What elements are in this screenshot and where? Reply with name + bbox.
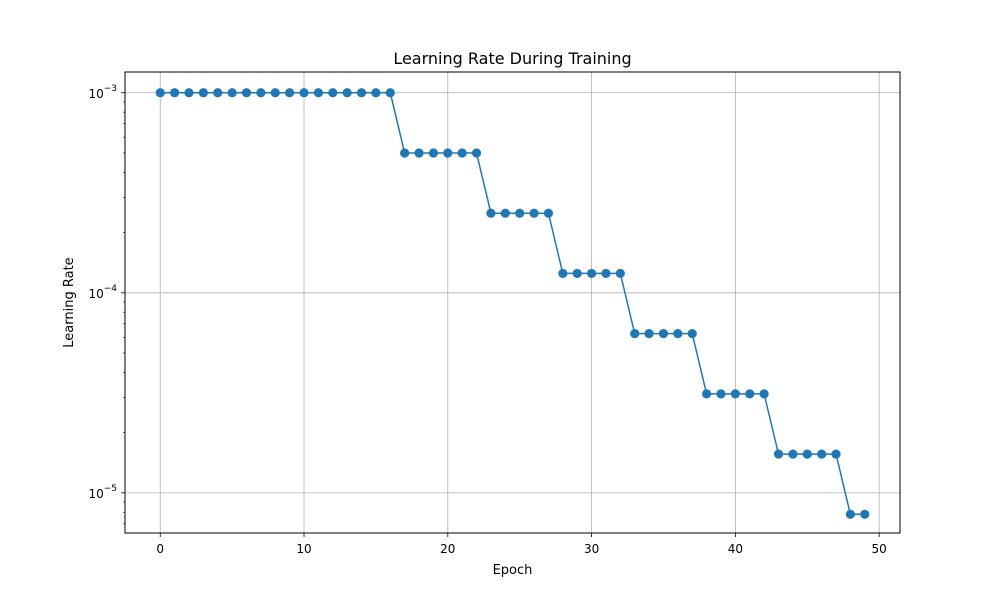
- data-point: [730, 389, 740, 399]
- data-point: [601, 268, 611, 279]
- data-point: [543, 208, 554, 218]
- plot-frame: [124, 71, 901, 534]
- data-point: [356, 88, 367, 98]
- y-axis-label: Learning Rate: [62, 257, 77, 347]
- x-tick-label: 0: [156, 542, 164, 556]
- y-tick-label: 10−4: [88, 284, 117, 301]
- data-point: [170, 88, 180, 98]
- data-point: [759, 389, 769, 399]
- y-tick-exponent: −3: [104, 84, 117, 94]
- data-point: [486, 208, 496, 218]
- data-point: [213, 88, 223, 98]
- data-point: [443, 148, 453, 158]
- data-point: [572, 268, 582, 279]
- data-point: [558, 268, 568, 279]
- data-point: [328, 88, 338, 98]
- data-point: [773, 449, 784, 459]
- data-point: [515, 208, 525, 218]
- data-point: [615, 268, 625, 279]
- series-layer: [155, 88, 870, 519]
- data-point: [658, 329, 669, 339]
- data-point: [241, 88, 252, 98]
- y-tick-label: 10−3: [88, 84, 117, 101]
- data-point: [644, 329, 654, 339]
- data-point: [227, 88, 237, 98]
- data-point: [342, 88, 352, 98]
- x-tick-label: 30: [584, 542, 599, 556]
- data-point: [457, 148, 467, 158]
- y-tick-base: 10: [88, 87, 103, 101]
- data-point: [673, 329, 683, 339]
- data-point: [788, 449, 798, 459]
- x-axis-label: Epoch: [493, 563, 533, 578]
- data-point: [500, 208, 510, 218]
- data-point: [860, 509, 870, 519]
- data-point: [299, 88, 309, 98]
- data-point: [285, 88, 295, 98]
- data-point: [529, 208, 539, 218]
- data-point: [155, 88, 165, 98]
- data-point: [400, 148, 410, 158]
- data-point: [817, 449, 827, 459]
- data-point: [184, 88, 194, 98]
- y-tick-exponent: −5: [104, 484, 117, 494]
- data-point: [716, 389, 726, 399]
- data-point: [256, 88, 266, 98]
- plot-area: [125, 72, 900, 533]
- chart-title: Learning Rate During Training: [393, 49, 631, 68]
- data-point: [471, 148, 482, 158]
- data-point: [687, 329, 697, 339]
- x-tick-label: 20: [440, 542, 455, 556]
- data-point: [198, 88, 208, 98]
- data-point: [831, 449, 841, 459]
- data-point: [845, 509, 855, 519]
- x-tick-label: 40: [728, 542, 743, 556]
- data-point: [428, 148, 439, 158]
- data-point: [745, 389, 755, 399]
- data-point: [630, 329, 640, 339]
- x-tick-label: 10: [296, 542, 311, 556]
- y-tick-exponent: −4: [104, 284, 118, 294]
- y-tick-label: 10−5: [88, 484, 117, 501]
- data-point: [702, 389, 712, 399]
- data-point: [385, 88, 395, 98]
- data-point: [414, 148, 424, 158]
- data-point: [313, 88, 323, 98]
- data-point: [586, 268, 597, 279]
- data-point: [802, 449, 812, 459]
- y-tick-base: 10: [88, 487, 103, 501]
- y-tick-base: 10: [88, 287, 103, 301]
- data-point: [371, 88, 381, 98]
- data-point: [270, 88, 280, 98]
- x-tick-label: 50: [872, 542, 887, 556]
